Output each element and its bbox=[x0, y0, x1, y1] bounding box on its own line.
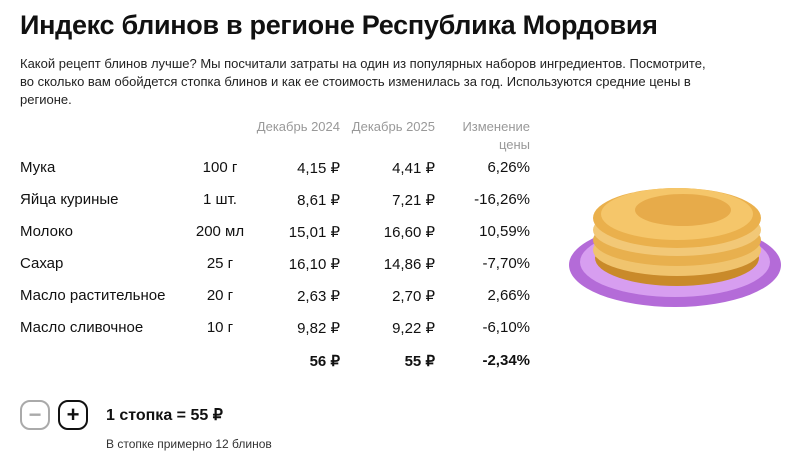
cell-change: -7,70% bbox=[482, 255, 530, 272]
total-dec2025: 55 ₽ bbox=[404, 353, 435, 370]
cell-name: Масло растительное bbox=[20, 287, 166, 304]
page-title: Индекс блинов в регионе Республика Мордо… bbox=[20, 10, 658, 40]
cell-dec2024: 9,82 ₽ bbox=[297, 320, 340, 337]
cell-dec2025: 4,41 ₽ bbox=[392, 160, 435, 177]
cell-change: -6,10% bbox=[482, 319, 530, 336]
cell-dec2024: 15,01 ₽ bbox=[288, 224, 340, 241]
table-row: Масло сливочное 10 г 9,82 ₽ 9,22 ₽ -6,10% bbox=[0, 319, 560, 339]
cell-dec2025: 16,60 ₽ bbox=[383, 224, 435, 241]
cell-qty: 200 мл bbox=[195, 223, 245, 240]
decrease-button[interactable]: − bbox=[20, 400, 50, 430]
cell-change: 2,66% bbox=[487, 287, 530, 304]
increase-button[interactable]: + bbox=[58, 400, 88, 430]
table-row: Сахар 25 г 16,10 ₽ 14,86 ₽ -7,70% bbox=[0, 255, 560, 275]
cell-name: Молоко bbox=[20, 223, 74, 240]
table-row: Молоко 200 мл 15,01 ₽ 16,60 ₽ 10,59% bbox=[0, 223, 560, 243]
cell-name: Масло сливочное bbox=[20, 319, 144, 336]
cell-dec2024: 8,61 ₽ bbox=[297, 192, 340, 209]
stack-note: В стопке примерно 12 блинов bbox=[106, 437, 272, 451]
cell-qty: 20 г bbox=[206, 287, 234, 304]
cell-name: Мука bbox=[20, 159, 56, 176]
cell-name: Яйца куриные bbox=[20, 191, 119, 208]
cell-dec2025: 9,22 ₽ bbox=[392, 320, 435, 337]
header-change: Изменение цены bbox=[462, 119, 530, 152]
header-dec2025: Декабрь 2025 bbox=[351, 119, 435, 134]
pancake-stack-image bbox=[569, 188, 781, 307]
cell-qty: 25 г bbox=[206, 255, 234, 272]
cell-dec2025: 2,70 ₽ bbox=[392, 288, 435, 305]
cell-dec2025: 7,21 ₽ bbox=[392, 192, 435, 209]
table-row: Масло растительное 20 г 2,63 ₽ 2,70 ₽ 2,66% bbox=[0, 287, 560, 307]
header-dec2024: Декабрь 2024 bbox=[256, 119, 340, 134]
cell-dec2024: 2,63 ₽ bbox=[297, 288, 340, 305]
total-row: 56 ₽ 55 ₽ -2,34% bbox=[0, 352, 560, 372]
total-change: -2,34% bbox=[482, 352, 530, 369]
total-dec2024: 56 ₽ bbox=[309, 353, 340, 370]
cell-change: 10,59% bbox=[479, 223, 530, 240]
cell-dec2024: 4,15 ₽ bbox=[297, 160, 340, 177]
cell-qty: 10 г bbox=[206, 319, 234, 336]
cell-change: -16,26% bbox=[474, 191, 530, 208]
cell-name: Сахар bbox=[20, 255, 64, 272]
stack-price: 1 стопка = 55 ₽ bbox=[106, 407, 223, 424]
table-row: Мука 100 г 4,15 ₽ 4,41 ₽ 6,26% bbox=[0, 159, 560, 179]
table-row: Яйца куриные 1 шт. 8,61 ₽ 7,21 ₽ -16,26% bbox=[0, 191, 560, 211]
cell-change: 6,26% bbox=[487, 159, 530, 176]
cell-qty: 1 шт. bbox=[203, 191, 237, 208]
cell-dec2024: 16,10 ₽ bbox=[288, 256, 340, 273]
cell-qty: 100 г bbox=[202, 159, 238, 176]
cell-dec2025: 14,86 ₽ bbox=[383, 256, 435, 273]
description: Какой рецепт блинов лучше? Мы посчитали … bbox=[20, 56, 706, 107]
